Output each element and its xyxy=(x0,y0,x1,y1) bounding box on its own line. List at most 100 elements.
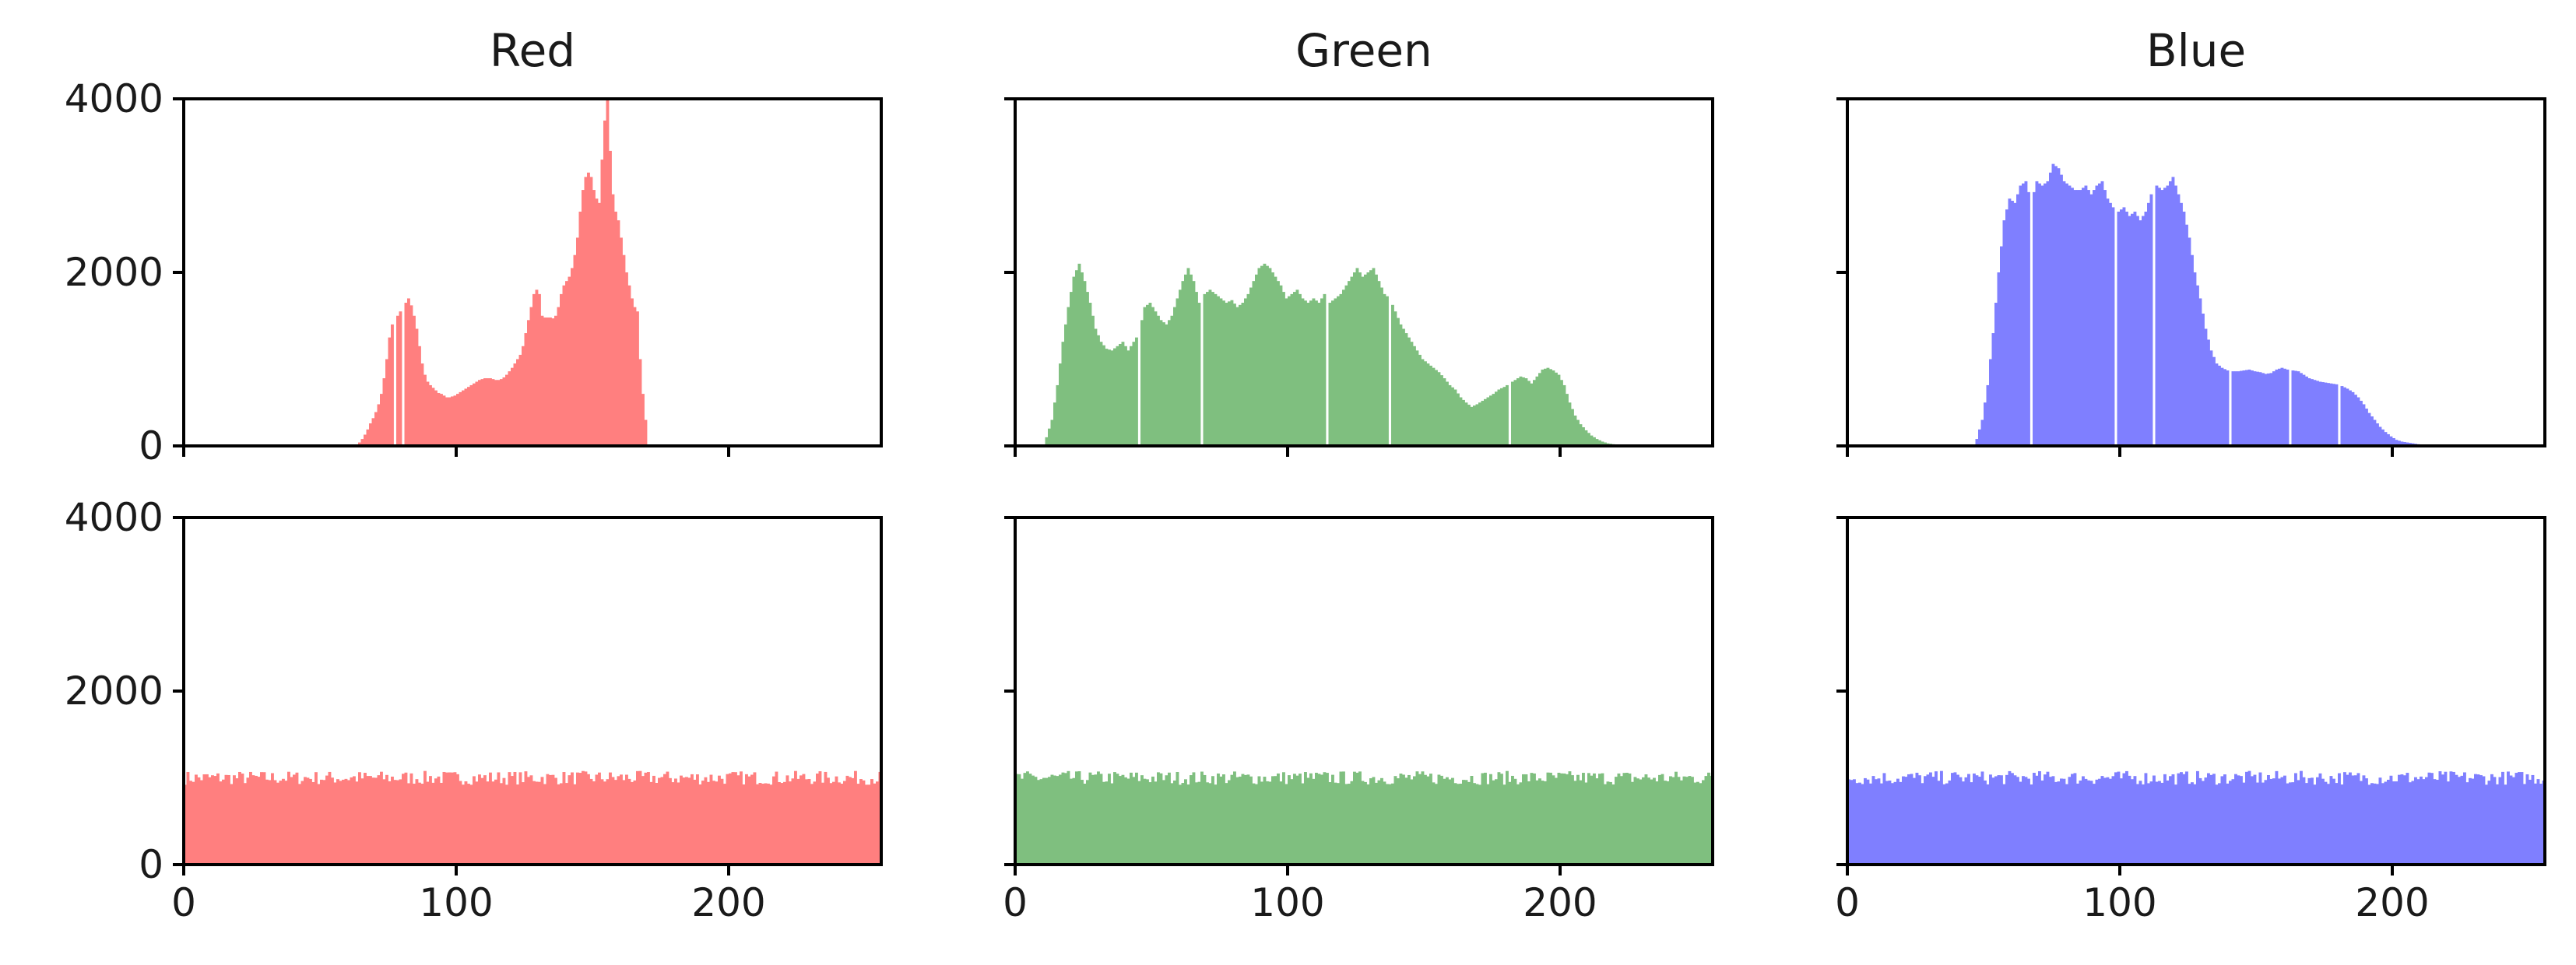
histogram-bar xyxy=(2033,191,2036,447)
histogram-bar xyxy=(2153,775,2156,865)
histogram-bar xyxy=(2106,777,2110,865)
histogram-bar xyxy=(2111,207,2115,447)
histogram-bar xyxy=(704,777,708,865)
histogram-bar xyxy=(1181,783,1185,865)
histogram-bar xyxy=(1028,774,1032,865)
histogram-bar xyxy=(1386,296,1389,446)
histogram-bar xyxy=(284,781,288,865)
histogram-bar xyxy=(1587,433,1590,446)
histogram-bar xyxy=(644,419,648,446)
histogram-bar xyxy=(1533,380,1536,446)
histogram-bar xyxy=(718,775,721,865)
histogram-bar xyxy=(1424,774,1427,865)
histogram-bar xyxy=(2054,166,2058,446)
histogram-bar xyxy=(1239,776,1242,865)
histogram-bar xyxy=(2171,177,2175,446)
histogram-bar xyxy=(807,778,811,865)
histogram-bar xyxy=(2294,773,2297,865)
histogram-bar xyxy=(2403,775,2406,865)
histogram-bar xyxy=(360,439,364,446)
histogram-bar xyxy=(2324,382,2328,446)
histogram-bar xyxy=(1157,315,1160,446)
histogram-bar xyxy=(1495,391,1498,446)
histogram-bar xyxy=(1855,783,1859,865)
histogram-bar xyxy=(1671,777,1675,865)
histogram-bar xyxy=(854,770,857,865)
histogram-bar xyxy=(2258,372,2262,446)
histogram-bar xyxy=(1620,776,1623,865)
histogram-bar xyxy=(609,150,612,446)
histogram-bar xyxy=(1615,777,1618,865)
histogram-bar xyxy=(2188,237,2191,446)
histogram-bar xyxy=(2185,224,2188,446)
histogram-bar xyxy=(2373,783,2377,865)
histogram-bar xyxy=(1393,311,1397,446)
histogram-bar xyxy=(1328,303,1332,446)
histogram-bar xyxy=(2237,371,2240,446)
histogram-bar xyxy=(440,782,443,865)
histogram-bar xyxy=(1309,773,1313,865)
histogram-bar xyxy=(1225,303,1228,446)
histogram-bar xyxy=(1524,378,1528,446)
histogram-bar xyxy=(1682,776,1686,865)
histogram-bar xyxy=(2384,432,2388,446)
histogram-bar xyxy=(1257,268,1261,446)
histogram-bar xyxy=(2114,772,2117,865)
histogram-bar xyxy=(832,781,835,865)
histogram-bar xyxy=(845,775,849,865)
histogram-bar xyxy=(491,379,495,446)
histogram-bar xyxy=(1176,771,1179,865)
histogram-bar xyxy=(415,779,419,865)
histogram-bar xyxy=(805,779,808,865)
histogram-bar xyxy=(1266,265,1269,446)
histogram-bar xyxy=(1506,770,1509,865)
histogram-bar xyxy=(399,311,402,446)
histogram-bar xyxy=(486,781,490,865)
histogram-bar xyxy=(720,778,724,865)
histogram-bar xyxy=(1064,324,1067,446)
histogram-bar xyxy=(2202,781,2205,865)
histogram-bar xyxy=(186,771,190,865)
histogram-bar xyxy=(2182,211,2186,446)
histogram-bar xyxy=(1075,270,1078,446)
histogram-bar xyxy=(2311,777,2314,865)
x-tick-label: 0 xyxy=(1835,880,1860,925)
histogram-bar xyxy=(633,780,637,865)
histogram-bar xyxy=(2040,185,2044,446)
histogram-bar xyxy=(491,781,495,865)
histogram-bar xyxy=(1601,773,1604,865)
histogram-bar xyxy=(2057,168,2061,446)
histogram-bar xyxy=(380,771,383,865)
histogram-bar xyxy=(1239,304,1242,446)
histogram-bar xyxy=(1157,772,1160,865)
histogram-bar xyxy=(1435,370,1438,446)
histogram-bar xyxy=(2351,775,2355,865)
histogram-bar xyxy=(1617,773,1621,865)
histogram-bar xyxy=(2283,775,2286,865)
histogram-bar xyxy=(1279,285,1283,446)
histogram-bar xyxy=(2335,384,2339,446)
histogram-bar xyxy=(1339,293,1343,447)
histogram-bar xyxy=(543,784,546,865)
histogram-bar xyxy=(818,771,822,865)
histogram-bar xyxy=(1502,784,1506,865)
histogram-bar xyxy=(1108,349,1111,446)
histogram-bar xyxy=(2093,190,2096,446)
histogram-bar xyxy=(1853,779,1856,865)
histogram-bar xyxy=(1429,365,1432,446)
histogram-bar xyxy=(2071,188,2074,447)
histogram-bar xyxy=(1268,268,1272,446)
histogram-bar xyxy=(1317,774,1321,865)
histogram-bar xyxy=(1893,781,1897,865)
histogram-bar xyxy=(685,777,688,865)
histogram-bar xyxy=(2177,773,2181,865)
histogram-bar xyxy=(1361,781,1365,865)
histogram-bar xyxy=(2089,194,2093,446)
histogram-bar xyxy=(2136,216,2139,446)
histogram-bar xyxy=(374,412,378,446)
histogram-bar xyxy=(2362,775,2366,865)
histogram-bar xyxy=(522,346,525,446)
histogram-bar xyxy=(2335,783,2339,865)
histogram-bar xyxy=(2518,772,2521,865)
histogram-bar xyxy=(2016,194,2019,446)
